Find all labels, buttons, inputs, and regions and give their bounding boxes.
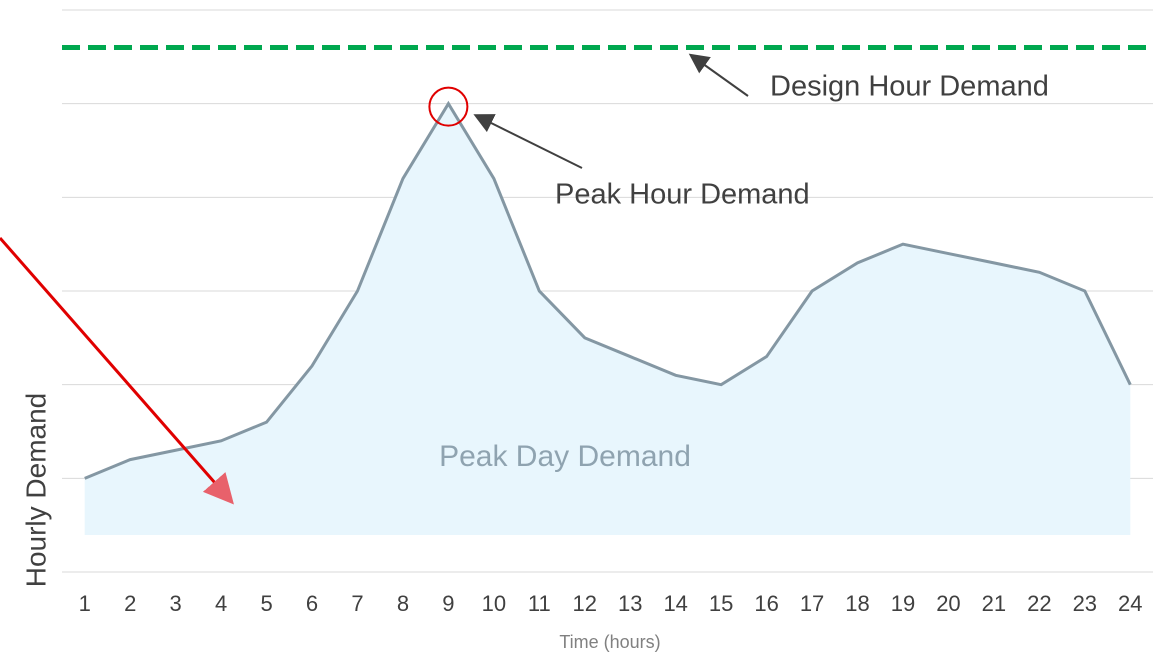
x-tick-label: 14: [663, 591, 687, 616]
x-tick-label: 4: [215, 591, 227, 616]
x-tick-label: 6: [306, 591, 318, 616]
x-tick-label: 19: [891, 591, 915, 616]
x-tick-label: 21: [982, 591, 1006, 616]
x-tick-label: 3: [170, 591, 182, 616]
x-tick-label: 13: [618, 591, 642, 616]
x-tick-label: 1: [79, 591, 91, 616]
x-tick-label: 16: [754, 591, 778, 616]
x-tick-label: 2: [124, 591, 136, 616]
area: [84, 103, 1131, 536]
x-tick-label: 23: [1073, 591, 1097, 616]
red-arrow: [0, 237, 234, 505]
area-label: Peak Day Demand: [439, 440, 691, 473]
x-tick-label: 12: [573, 591, 597, 616]
x-tick-label: 7: [351, 591, 363, 616]
x-tick-label: 17: [800, 591, 824, 616]
x-tick-label: 15: [709, 591, 733, 616]
x-tick-label: 10: [482, 591, 506, 616]
x-tick-label: 5: [260, 591, 272, 616]
x-tick-label: 8: [397, 591, 409, 616]
x-tick-label: 20: [936, 591, 960, 616]
peak-marker: [428, 86, 469, 127]
design-hour-label: Design Hour Demand: [770, 71, 1049, 103]
arrow: [473, 114, 583, 169]
arrow: [688, 53, 749, 97]
x-tick-label: 22: [1027, 591, 1051, 616]
x-tick-label: 18: [845, 591, 869, 616]
peak-hour-label: Peak Hour Demand: [555, 179, 810, 211]
x-tick-label: 24: [1118, 591, 1142, 616]
y-axis-label: Hourly Demand: [20, 393, 51, 588]
line: [84, 100, 1132, 480]
x-tick-label: 9: [442, 591, 454, 616]
x-tick-label: 11: [528, 591, 551, 616]
x-axis-label: Time (hours): [559, 632, 660, 652]
